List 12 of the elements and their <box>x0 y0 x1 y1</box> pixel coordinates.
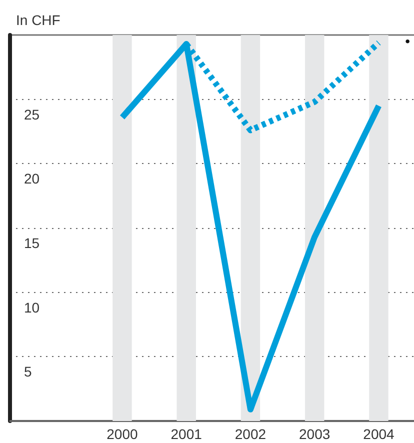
y-tick-label: 5 <box>24 364 32 380</box>
y-axis-title: In CHF <box>16 12 60 28</box>
x-tick-label: 2000 <box>106 426 138 442</box>
x-tick-label: 2001 <box>170 426 202 442</box>
y-tick-label: 15 <box>24 235 40 251</box>
x-tick-label: 2002 <box>234 426 266 442</box>
y-tick-label: 25 <box>24 106 40 122</box>
x-tick-label: 2004 <box>363 426 395 442</box>
x-tick-label: 2003 <box>299 426 330 442</box>
y-tick-label: 10 <box>24 299 40 316</box>
annotation: • <box>405 33 410 49</box>
y-tick-label: 20 <box>24 170 40 187</box>
